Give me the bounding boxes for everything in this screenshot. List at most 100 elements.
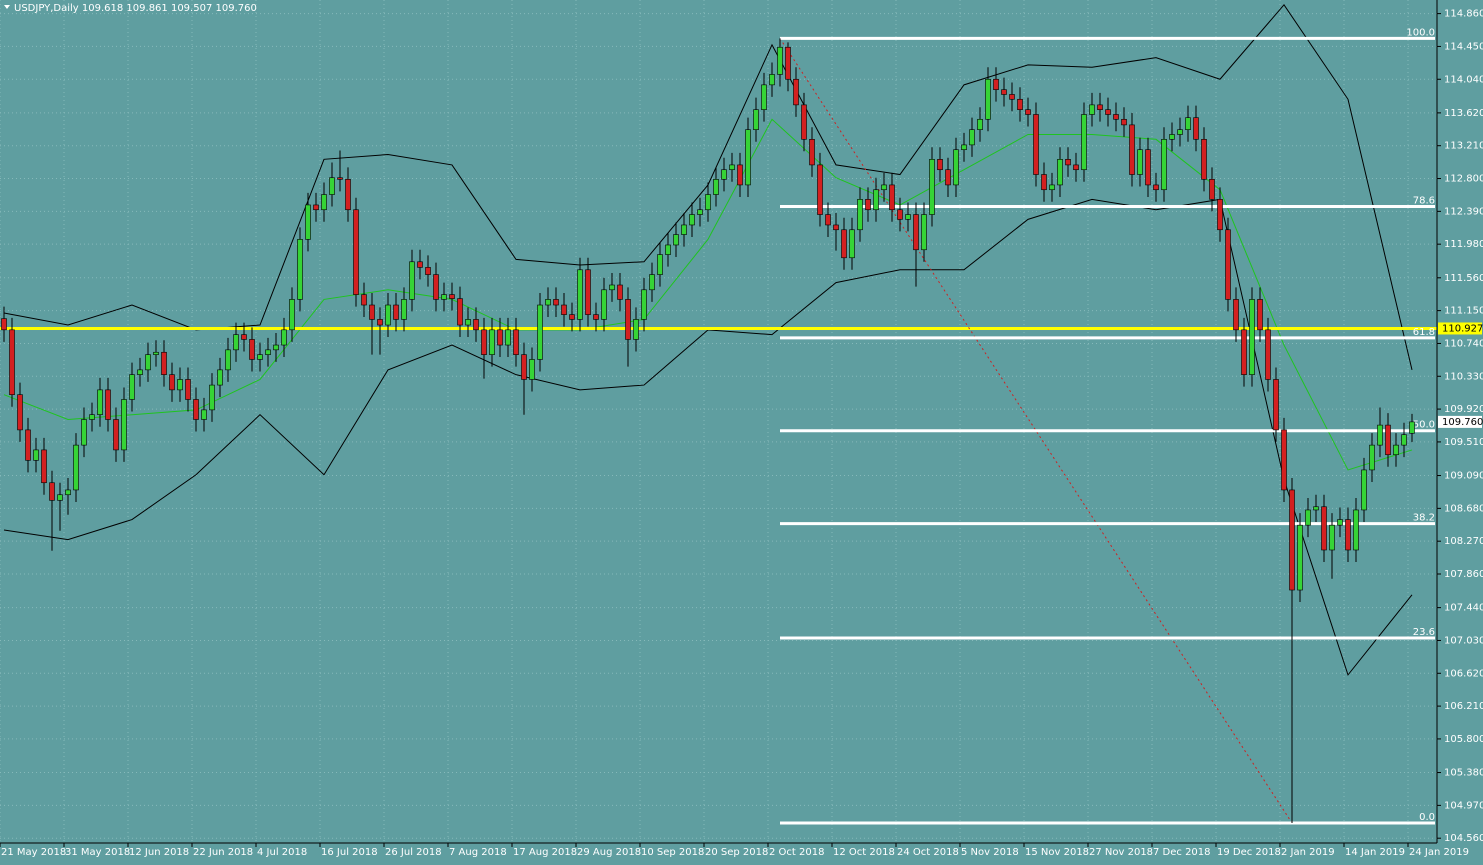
candle-body — [449, 294, 455, 299]
candle-body — [433, 274, 439, 300]
candle-body — [1193, 117, 1199, 140]
x-tick-label: 27 Nov 2018 — [1089, 847, 1153, 858]
candle-body — [1353, 509, 1359, 551]
x-tick-label: 19 Dec 2018 — [1217, 847, 1281, 858]
y-tick-label: 109.090 — [1444, 471, 1483, 482]
y-tick-label: 105.380 — [1444, 768, 1483, 779]
x-tick-label: 5 Nov 2018 — [961, 847, 1019, 858]
candle-body — [321, 194, 327, 211]
candle-body — [417, 261, 423, 268]
candle-body — [1225, 229, 1231, 300]
y-tick-label: 109.920 — [1444, 404, 1483, 415]
candle-body — [57, 494, 63, 501]
candle-body — [1321, 506, 1327, 551]
candle-body — [1105, 109, 1111, 115]
candle-body — [1073, 164, 1079, 171]
candle-body — [809, 138, 815, 166]
y-tick-label: 106.210 — [1444, 701, 1483, 712]
candle-body — [1049, 184, 1055, 191]
candle-body — [1329, 524, 1335, 551]
candle-body — [1033, 114, 1039, 175]
y-tick-label: 114.040 — [1444, 74, 1483, 85]
fib-label: 61.8 — [1413, 327, 1435, 338]
candle-body — [257, 354, 263, 360]
candle-body — [1097, 104, 1103, 110]
candle-body — [697, 209, 703, 215]
price-marker-label: 109.760 — [1442, 417, 1483, 428]
candle-body — [641, 289, 647, 320]
candle-body — [89, 414, 95, 420]
y-tick-label: 113.620 — [1444, 108, 1483, 119]
candle-body — [1001, 89, 1007, 95]
candle-body — [977, 118, 983, 130]
x-tick-label: 15 Nov 2018 — [1025, 847, 1089, 858]
fib-label: 38.2 — [1413, 513, 1435, 524]
candle-body — [601, 289, 607, 320]
candle-body — [993, 78, 999, 90]
y-tick-label: 110.740 — [1444, 338, 1483, 349]
candle-body — [985, 78, 991, 120]
candle-body — [41, 449, 47, 484]
candle-body — [1, 318, 7, 331]
candle-body — [177, 379, 183, 391]
candle-body — [961, 144, 967, 151]
candle-body — [785, 46, 791, 80]
candle-body — [1025, 109, 1031, 115]
candle-body — [369, 304, 375, 320]
title-arrow — [4, 5, 10, 9]
candle-body — [353, 209, 359, 295]
candle-body — [1057, 159, 1063, 186]
candle-body — [137, 369, 143, 375]
y-tick-label: 107.440 — [1444, 603, 1483, 614]
x-tick-label: 4 Jul 2018 — [257, 847, 307, 858]
candle-body — [1313, 506, 1319, 511]
x-tick-label: 16 Jul 2018 — [321, 847, 378, 858]
y-tick-label: 110.330 — [1444, 371, 1483, 382]
candle-body — [1217, 199, 1223, 231]
candle-body — [313, 204, 319, 211]
candle-body — [617, 284, 623, 300]
candle-body — [841, 229, 847, 259]
candle-body — [1201, 138, 1207, 180]
candle-body — [705, 194, 711, 211]
candle-body — [881, 184, 887, 191]
candle-body — [377, 319, 383, 326]
x-tick-label: 7 Aug 2018 — [449, 847, 507, 858]
candle-body — [913, 214, 919, 251]
candle-body — [665, 244, 671, 255]
candle-body — [113, 419, 119, 451]
candle-body — [1121, 118, 1127, 126]
x-tick-label: 14 Jan 2019 — [1345, 847, 1405, 858]
candle-body — [273, 344, 279, 351]
fib-trend-line — [779, 38, 1293, 824]
x-tick-label: 2 Oct 2018 — [769, 847, 824, 858]
candle-body — [409, 261, 415, 300]
candle-body — [1401, 434, 1407, 446]
candle-body — [1169, 134, 1175, 140]
candle-body — [465, 319, 471, 326]
y-tick-label: 114.860 — [1444, 9, 1483, 20]
candle-body — [521, 354, 527, 380]
candle-body — [145, 354, 151, 371]
fib-label: 23.6 — [1413, 627, 1435, 638]
candle-body — [249, 339, 255, 360]
candle-body — [569, 314, 575, 320]
x-tick-label: 29 Aug 2018 — [577, 847, 641, 858]
candle-body — [129, 374, 135, 400]
candle-body — [1281, 429, 1287, 491]
candle-body — [737, 164, 743, 186]
candle-body — [689, 214, 695, 226]
price-marker — [1438, 415, 1482, 428]
candle-body — [193, 399, 199, 420]
y-tick-label: 104.970 — [1444, 800, 1483, 811]
candle-body — [73, 444, 79, 491]
x-tick-label: 21 May 2018 — [1, 847, 66, 858]
candle-body — [1377, 424, 1383, 446]
candle-body — [169, 374, 175, 391]
y-tick-label: 107.030 — [1444, 635, 1483, 646]
candle-body — [1113, 114, 1119, 120]
candle-body — [529, 359, 535, 380]
y-tick-label: 112.800 — [1444, 174, 1483, 185]
candle-body — [513, 329, 519, 355]
candle-body — [577, 269, 583, 320]
